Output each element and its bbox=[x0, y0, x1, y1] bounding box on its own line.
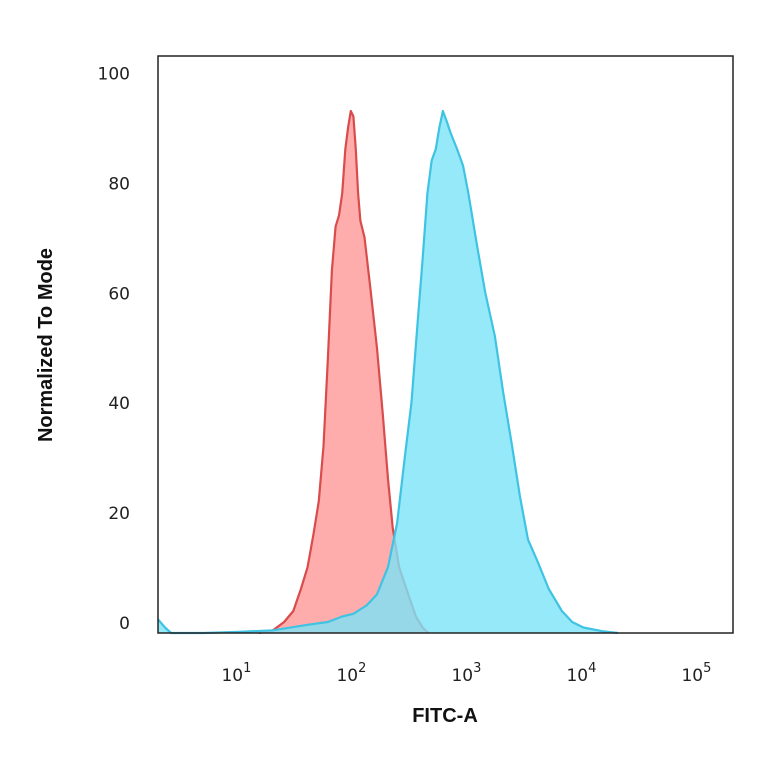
y-tick-label: 0 bbox=[119, 614, 130, 634]
x-tick-label: 104 bbox=[566, 661, 596, 686]
histogram-area-1 bbox=[258, 111, 429, 633]
histogram-area-2 bbox=[158, 111, 618, 633]
y-tick-label: 40 bbox=[108, 394, 130, 414]
x-tick-label: 105 bbox=[681, 661, 711, 686]
y-tick-label: 60 bbox=[108, 284, 130, 304]
histogram-outline-2 bbox=[157, 109, 619, 635]
y-tick-label: 80 bbox=[108, 174, 130, 194]
y-tick-labels: 0 20 40 60 80 100 bbox=[98, 65, 130, 635]
y-tick-label: 100 bbox=[98, 65, 130, 85]
y-tick-label: 20 bbox=[108, 504, 130, 524]
x-axis-label: FITC-A bbox=[412, 705, 478, 727]
plot-frame bbox=[157, 55, 734, 634]
x-tick-label: 103 bbox=[451, 661, 481, 686]
x-tick-label: 102 bbox=[336, 661, 366, 686]
y-axis-label: Normalized To Mode bbox=[35, 248, 57, 442]
histogram-outline-1 bbox=[258, 109, 430, 635]
series-layer bbox=[157, 109, 619, 635]
x-tick-label: 101 bbox=[221, 661, 251, 686]
x-tick-labels: 101 102 103 104 105 bbox=[221, 661, 711, 686]
